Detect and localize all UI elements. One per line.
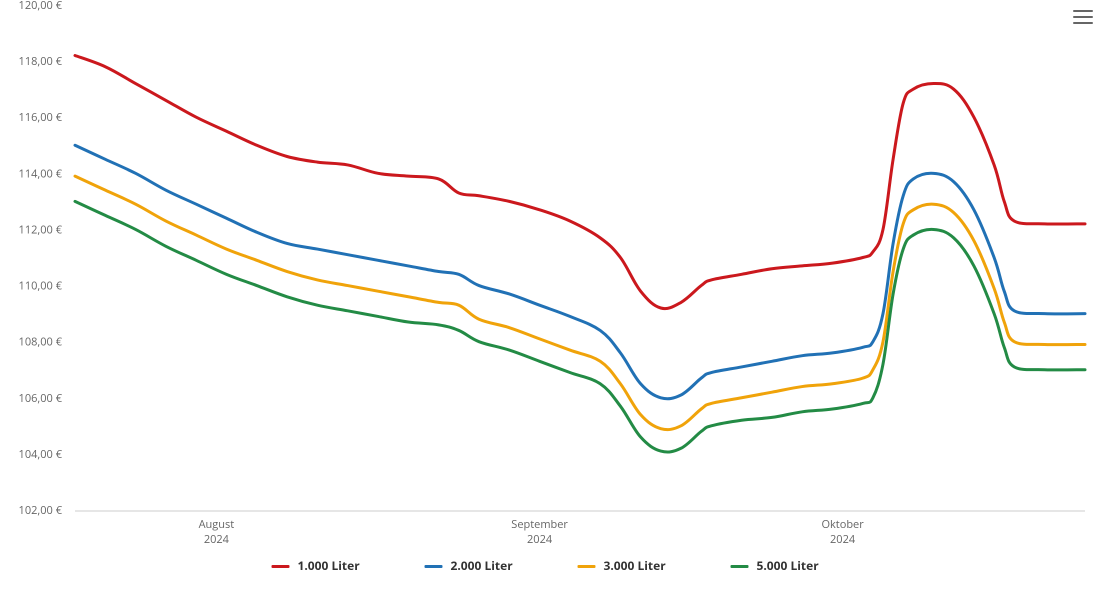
legend-label[interactable]: 1.000 Liter	[298, 557, 361, 574]
x-tick-month: Oktober	[821, 517, 864, 532]
series-line	[75, 201, 1085, 452]
y-tick-label: 110,00 €	[19, 279, 63, 294]
legend-marker	[578, 565, 596, 568]
y-tick-label: 118,00 €	[19, 54, 63, 69]
x-tick-year: 2024	[204, 532, 230, 547]
legend-label[interactable]: 3.000 Liter	[604, 557, 667, 574]
series-line	[75, 176, 1085, 429]
y-tick-label: 120,00 €	[19, 0, 63, 13]
y-tick-label: 102,00 €	[19, 503, 63, 518]
chart-svg: 102,00 € 104,00 € 106,00 € 108,00 € 110,00 €…	[0, 0, 1105, 602]
y-tick-label: 116,00 €	[19, 110, 63, 125]
legend-marker	[731, 565, 749, 568]
legend-label[interactable]: 2.000 Liter	[451, 557, 514, 574]
y-tick-label: 104,00 €	[19, 447, 63, 462]
y-tick-label: 106,00 €	[19, 391, 63, 406]
y-tick-label: 112,00 €	[19, 222, 63, 237]
x-tick-month: September	[511, 517, 568, 532]
legend-marker	[272, 565, 290, 568]
legend-marker	[425, 565, 443, 568]
series-line	[75, 145, 1085, 398]
legend-label[interactable]: 5.000 Liter	[757, 557, 820, 574]
chart-menu-icon[interactable]	[1071, 6, 1095, 28]
series-line	[75, 56, 1085, 309]
x-tick-year: 2024	[527, 532, 553, 547]
price-line-chart: 102,00 € 104,00 € 106,00 € 108,00 € 110,00 €…	[0, 0, 1105, 602]
x-tick-year: 2024	[830, 532, 856, 547]
y-tick-label: 108,00 €	[19, 335, 63, 350]
x-tick-month: August	[199, 517, 235, 532]
y-tick-label: 114,00 €	[19, 166, 63, 181]
